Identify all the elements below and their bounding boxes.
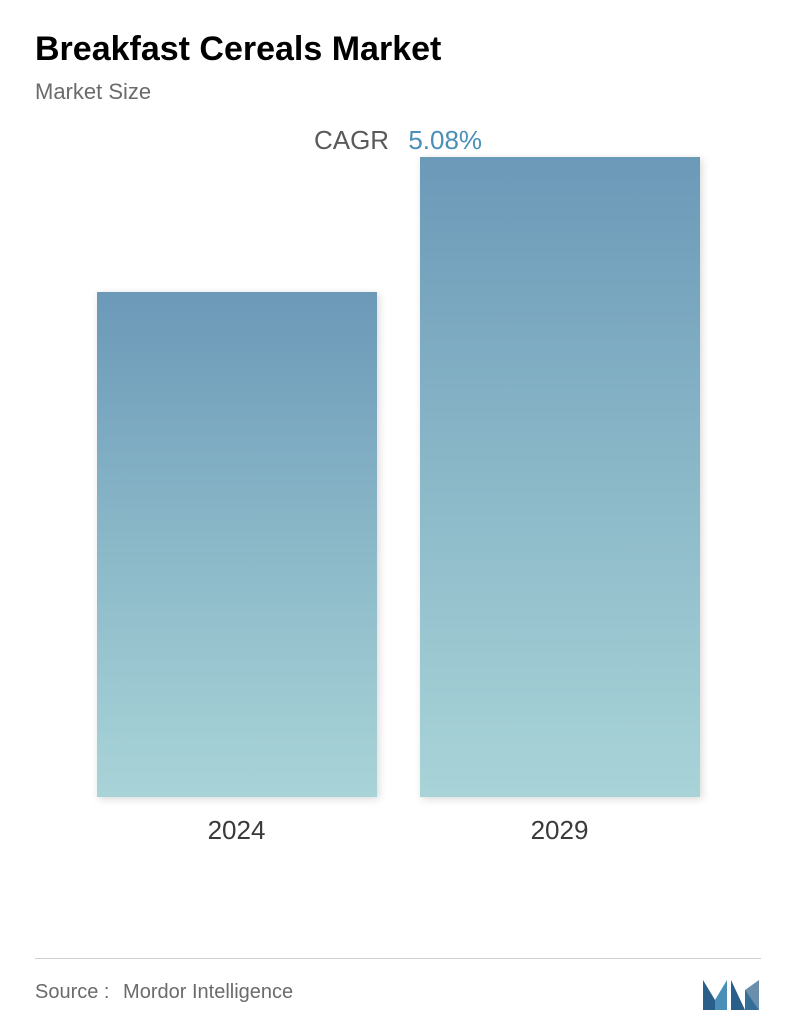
cagr-display: CAGR 5.08% — [35, 125, 761, 156]
bar-group-0: 2024 — [97, 292, 377, 846]
mordor-logo-icon — [701, 972, 761, 1012]
footer: Source : Mordor Intelligence — [35, 972, 761, 1012]
cagr-label: CAGR — [314, 125, 389, 155]
bar-chart: 2024 2029 — [35, 186, 761, 846]
source-label: Source : — [35, 981, 109, 1003]
footer-divider — [35, 958, 761, 959]
bar-1 — [420, 157, 700, 797]
bar-group-1: 2029 — [420, 157, 700, 846]
bar-0 — [97, 292, 377, 797]
page-subtitle: Market Size — [35, 79, 761, 105]
page-title: Breakfast Cereals Market — [35, 30, 761, 69]
cagr-value: 5.08% — [408, 125, 482, 155]
bar-label-1: 2029 — [531, 815, 589, 846]
bar-label-0: 2024 — [208, 815, 266, 846]
source-name: Mordor Intelligence — [123, 981, 293, 1003]
source-text: Source : Mordor Intelligence — [35, 981, 293, 1004]
